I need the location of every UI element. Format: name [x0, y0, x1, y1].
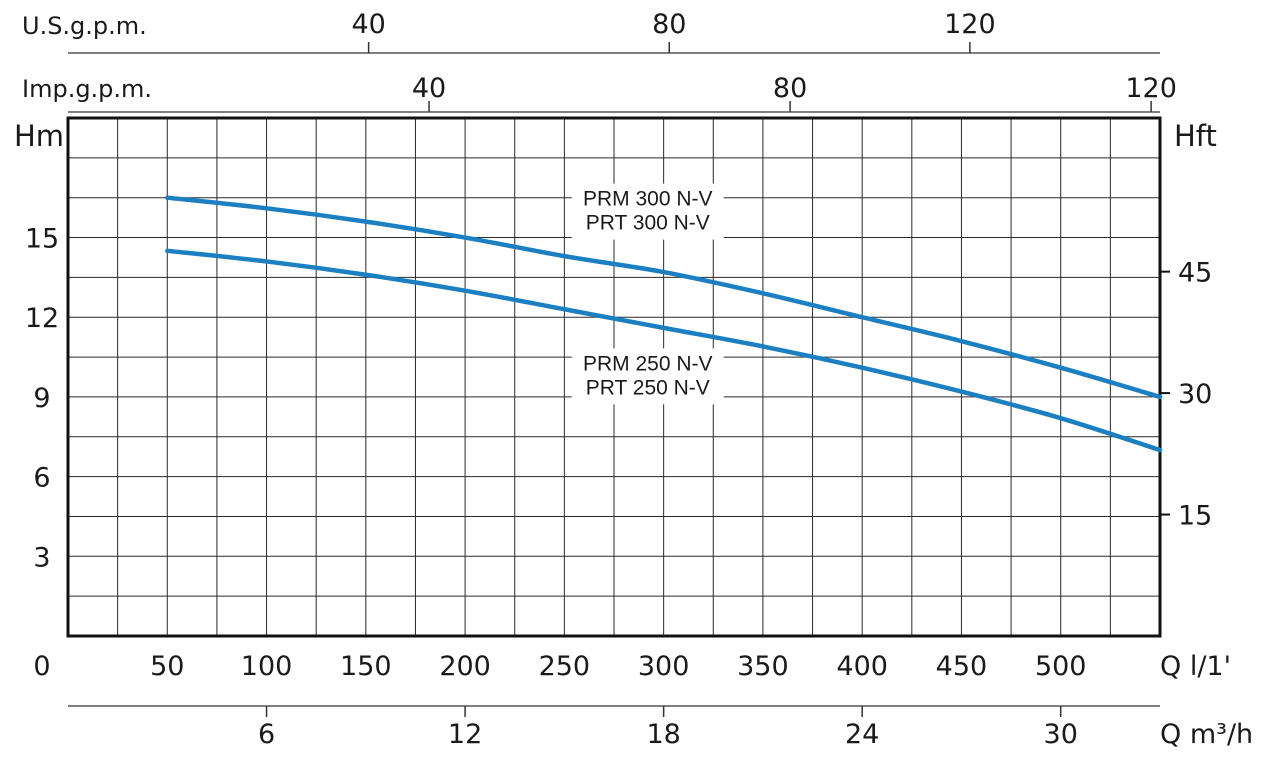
left-tick-label: 9 [33, 383, 50, 414]
top-usgpm-axis-label: U.S.g.p.m. [22, 12, 147, 40]
curve-label-background [571, 348, 724, 405]
plot-frame [66, 116, 1162, 638]
left-tick-label: 15 [25, 224, 59, 255]
top-usgpm-ticks: 40 80 120 [351, 9, 996, 53]
left-tick-label: 6 [33, 463, 50, 494]
curve-label-line: PRT 300 N-V [586, 212, 710, 235]
left-axis-label: Hm [14, 119, 64, 153]
top-impgpm-tick-label: 40 [412, 73, 446, 104]
right-axis-ticks: 15 30 45 [1160, 258, 1212, 532]
series-line-1 [165, 195, 1163, 400]
bottom-tick-label: 100 [241, 651, 293, 682]
bottom-m3h-tick-label: 30 [1044, 719, 1078, 750]
top-usgpm-axis: 40 80 120 U.S.g.p.m. [22, 9, 1160, 54]
bottom-tick-label: 300 [638, 651, 690, 682]
bottom-m3h-axis: 6 12 18 24 30 Q m³/h [68, 705, 1253, 750]
right-tick-label: 15 [1178, 501, 1212, 532]
curve-label-line: PRM 250 N-V [583, 352, 713, 375]
right-tick-label: 45 [1178, 258, 1212, 289]
top-usgpm-tick-label: 80 [652, 9, 686, 40]
bottom-m3h-tick-label: 6 [258, 719, 275, 750]
top-impgpm-ticks: 40 80 120 [412, 73, 1177, 112]
bottom-tick-label: 350 [737, 651, 789, 682]
top-impgpm-axis-label: Imp.g.p.m. [22, 75, 152, 103]
top-usgpm-tick-label: 40 [351, 9, 385, 40]
bottom-m3h-tick-label: 12 [448, 719, 482, 750]
left-tick-label: 3 [33, 542, 50, 573]
left-tick-label: 12 [25, 303, 59, 334]
curve-label-line: PRT 250 N-V [586, 376, 710, 399]
bottom-tick-label: 250 [539, 651, 591, 682]
bottom-m3h-tick-label: 24 [845, 719, 879, 750]
bottom-m3h-ticks: 6 12 18 24 30 [258, 706, 1078, 750]
x-axis-origin-label: 0 [33, 651, 50, 682]
curve-label-background [571, 183, 724, 240]
right-axis-label: Hft [1174, 119, 1217, 153]
bottom-tick-label: 500 [1035, 651, 1087, 682]
bottom-tick-label: 50 [150, 651, 184, 682]
right-tick-label: 30 [1178, 379, 1212, 410]
bottom-tick-label: 200 [439, 651, 491, 682]
top-impgpm-tick-label: 80 [773, 73, 807, 104]
series-line-2 [165, 248, 1163, 453]
bottom-tick-label: 450 [936, 651, 988, 682]
series-group [165, 195, 1163, 453]
top-impgpm-axis: 40 80 120 Imp.g.p.m. [22, 73, 1177, 113]
bottom-tick-label: 150 [340, 651, 392, 682]
bottom-m3h-tick-label: 18 [646, 719, 680, 750]
bottom-tick-label: 400 [836, 651, 888, 682]
top-usgpm-tick-label: 120 [944, 9, 996, 40]
top-impgpm-tick-label: 120 [1125, 73, 1177, 104]
left-axis-ticks: 3 6 9 12 15 [25, 224, 59, 574]
bottom-axis-ticks: 50 100 150 200 250 300 350 400 450 500 [150, 651, 1086, 682]
bottom-m3h-axis-label: Q m³/h [1160, 719, 1253, 750]
curve-label-line: PRM 300 N-V [583, 188, 713, 211]
bottom-axis-label: Q l/1' [1160, 651, 1231, 682]
